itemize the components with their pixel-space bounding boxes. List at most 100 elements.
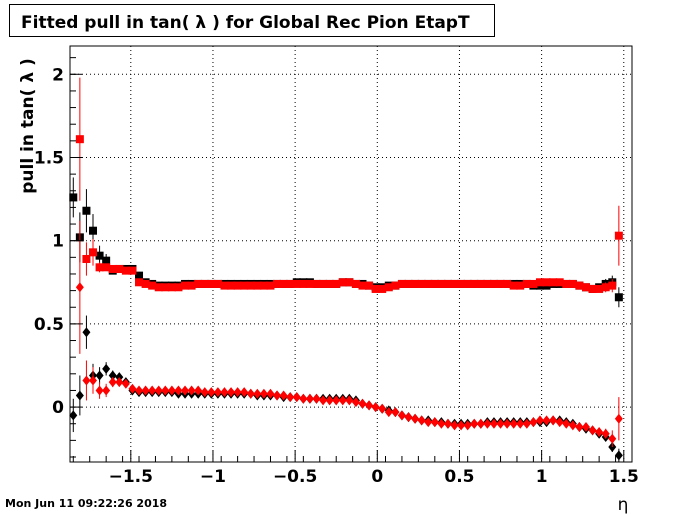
x-tick-label: 0.5 <box>444 467 474 487</box>
data-point-square <box>529 279 538 288</box>
data-point-square <box>555 278 564 287</box>
data-point-square <box>483 279 492 288</box>
data-point-diamond <box>161 385 170 396</box>
data-point-square <box>292 279 301 288</box>
data-point-diamond <box>273 390 282 401</box>
plot-frame <box>69 45 633 463</box>
data-point-square <box>457 279 466 288</box>
data-point-diamond <box>391 407 400 418</box>
data-point-square <box>181 281 190 290</box>
data-point-diamond <box>75 282 84 293</box>
data-point-diamond <box>404 412 413 423</box>
data-point-diamond <box>542 415 551 426</box>
data-point-diamond <box>154 385 163 396</box>
data-point-diamond <box>489 418 498 429</box>
data-point-square <box>562 279 571 288</box>
data-point-square <box>128 266 137 275</box>
data-point-diamond <box>121 378 130 389</box>
data-point-square <box>108 264 117 273</box>
data-point-diamond <box>95 385 104 396</box>
data-point-diamond <box>135 385 144 396</box>
data-point-diamond <box>358 398 367 409</box>
data-point-diamond <box>102 363 111 374</box>
data-point-diamond <box>187 385 196 396</box>
data-point-square <box>581 283 590 292</box>
y-axis-label: pull in tan( λ ) <box>18 58 38 194</box>
data-point-square <box>503 279 512 288</box>
data-point-diamond <box>174 385 183 396</box>
data-point-square <box>365 281 374 290</box>
data-point-square <box>437 279 446 288</box>
data-point-square <box>443 279 452 288</box>
data-point-square <box>69 193 78 202</box>
data-point-square <box>187 281 196 290</box>
data-point-diamond <box>89 375 98 386</box>
data-point-square <box>312 279 321 288</box>
data-point-diamond <box>259 388 268 399</box>
data-point-diamond <box>378 403 387 414</box>
data-point-diamond <box>581 422 590 433</box>
data-point-diamond <box>227 387 236 398</box>
x-tick-label: −0.5 <box>273 467 317 487</box>
data-point-diamond <box>332 395 341 406</box>
data-point-diamond <box>608 433 617 444</box>
data-point-square <box>319 279 328 288</box>
data-point-diamond <box>568 420 577 431</box>
data-point-diamond <box>75 390 84 401</box>
data-point-square <box>601 283 610 292</box>
data-point-square <box>299 279 308 288</box>
data-point-diamond <box>240 387 249 398</box>
data-point-diamond <box>516 418 525 429</box>
data-point-square <box>391 281 400 290</box>
data-point-diamond <box>555 417 564 428</box>
data-point-square <box>417 279 426 288</box>
data-point-diamond <box>108 377 117 388</box>
data-point-diamond <box>601 428 610 439</box>
data-point-square <box>489 279 498 288</box>
data-point-diamond <box>115 377 124 388</box>
data-point-diamond <box>82 327 91 338</box>
data-point-diamond <box>437 418 446 429</box>
data-point-square <box>167 283 176 292</box>
data-point-square <box>82 254 91 263</box>
grid <box>70 46 632 462</box>
data-point-square <box>568 279 577 288</box>
data-point-diamond <box>95 370 104 381</box>
data-point-diamond <box>503 418 512 429</box>
data-point-square <box>135 271 144 280</box>
y-tick-label: 2 <box>52 65 64 85</box>
data-point-diamond <box>181 385 190 396</box>
data-point-diamond <box>509 418 518 429</box>
data-point-square <box>397 279 406 288</box>
data-point-square <box>424 279 433 288</box>
data-point-diamond <box>443 418 452 429</box>
data-point-square <box>614 293 623 302</box>
data-point-diamond <box>69 410 78 421</box>
y-tick-label: 0 <box>52 398 64 418</box>
data-point-square <box>450 279 459 288</box>
data-point-diamond <box>614 450 623 461</box>
data-point-diamond <box>102 385 111 396</box>
data-point-diamond <box>424 417 433 428</box>
data-point-square <box>608 281 617 290</box>
data-point-square <box>279 279 288 288</box>
data-point-diamond <box>299 393 308 404</box>
chart-title: Fitted pull in tan( λ ) for Global Rec P… <box>21 13 470 33</box>
series-diamond-red <box>75 220 623 448</box>
axes: −1.5 −1 −0.5 0 0.5 1 1.5 0 0.5 1 1.5 2 <box>34 57 639 487</box>
data-point-diamond <box>588 425 597 436</box>
data-point-diamond <box>549 415 558 426</box>
timestamp: Mon Jun 11 09:22:26 2018 <box>5 497 168 510</box>
data-point-diamond <box>141 385 150 396</box>
data-point-square <box>194 279 203 288</box>
data-point-diamond <box>483 418 492 429</box>
data-point-diamond <box>411 413 420 424</box>
data-point-diamond <box>312 393 321 404</box>
data-point-square <box>95 263 104 272</box>
title-box: Fitted pull in tan( λ ) for Global Rec P… <box>9 4 495 37</box>
data-point-square <box>154 283 163 292</box>
data-point-square <box>273 279 282 288</box>
x-tick-label: −1.5 <box>109 467 153 487</box>
y-tick-label: 1.5 <box>34 148 64 168</box>
data-point-diamond <box>167 385 176 396</box>
